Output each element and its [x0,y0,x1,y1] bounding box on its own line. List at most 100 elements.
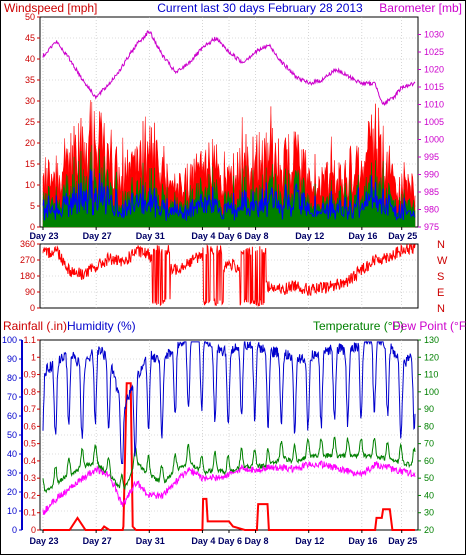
wind-day-label: Day 16 [348,231,377,241]
temperature-y-axis: 20 30 40 50 60 70 80 90 100 110 120 130 [418,335,439,535]
windspeed-tick-label: 0 [30,222,35,232]
direction-line [42,243,416,308]
windspeed-tick-label: 30 [25,96,35,106]
humidity-tick-label: 0 [12,525,17,535]
windspeed-tick-label: 20 [25,138,35,148]
lower-day-label: Day 4 [191,536,215,546]
temperature-tick-label: 20 [424,525,434,535]
barometer-tick-label: 1000 [424,135,444,145]
humidity-tick-label: 20 [7,487,17,497]
lower-day-label: Day 16 [348,536,377,546]
temperature-tick-label: 90 [424,404,434,414]
rainfall-tick-label: 0.6 [23,421,36,431]
lower-day-label: Day 6 [218,536,242,546]
windspeed-tick-label: 50 [25,12,35,22]
barometer-tick-label: 1005 [424,117,444,127]
windspeed-tick-label: 35 [25,75,35,85]
temperature-tick-label: 120 [424,352,439,362]
humidity-y-axis: 0 10 20 30 40 50 60 70 80 90 100 [2,335,22,535]
barometer-tick-label: 975 [424,222,439,232]
rainfall-axis-label: Rainfall (.in) [3,319,67,333]
compass-label: S [437,271,444,283]
wind-series [42,30,416,228]
rainfall-tick-label: 1.1 [23,335,36,345]
barometer-tick-label: 995 [424,152,439,162]
temperature-tick-label: 30 [424,508,434,518]
humidity-tick-label: 30 [7,468,17,478]
temperature-line [42,436,416,494]
rainfall-tick-label: 0.4 [23,456,36,466]
barometer-line [42,30,416,106]
humidity-line [42,340,416,464]
wind-avg-line [42,169,416,221]
humidity-tick-label: 10 [7,506,17,516]
direction-tick-label: 360 [20,239,35,249]
temperature-tick-label: 110 [424,370,438,380]
windspeed-tick-label: 15 [25,159,35,169]
temperature-tick-label: 130 [424,335,439,345]
windspeed-tick-label: 5 [30,201,35,211]
barometer-axis-label: Barometer [mb] [379,1,462,15]
lower-day-label: Day 12 [295,536,324,546]
barometer-tick-label: 990 [424,170,439,180]
rainfall-tick-label: 0.2 [23,490,36,500]
rainfall-tick-label: 0.7 [23,404,36,414]
lower-series [42,340,416,531]
humidity-tick-label: 60 [7,411,17,421]
barometer-tick-label: 1025 [424,47,444,57]
barometer-tick-label: 1010 [424,100,444,110]
wind-day-label: Day 6 [218,231,242,241]
direction-tick-label: 0 [30,303,35,313]
wind-day-label: Day 23 [29,231,58,241]
lower-day-label: Day 25 [388,536,417,546]
windspeed-tick-label: 25 [25,117,35,127]
humidity-axis-label: Humidity (%) [67,319,136,333]
humidity-tick-label: 80 [7,373,17,383]
windspeed-y-axis: 0 5 10 15 20 25 30 35 40 45 50 [25,12,40,232]
barometer-tick-label: 985 [424,187,439,197]
windspeed-tick-label: 40 [25,54,35,64]
wind-day-label: Day 8 [245,231,269,241]
rainfall-tick-label: 0.1 [23,508,36,518]
rainfall-tick-label: 0.9 [23,370,36,380]
lower-day-label: Day 27 [83,536,112,546]
temperature-tick-label: 70 [424,439,434,449]
rainfall-tick-label: 0 [31,525,36,535]
compass-label: N [437,239,445,251]
temperature-tick-label: 50 [424,473,434,483]
rainfall-tick-label: 0.3 [23,473,36,483]
temperature-tick-label: 80 [424,421,434,431]
rainfall-tick-label: 0.5 [23,439,36,449]
barometer-tick-label: 1030 [424,30,444,40]
compass-label: W [437,255,448,267]
temperature-tick-label: 40 [424,490,434,500]
rainfall-line [43,382,415,531]
wind-x-axis: Day 23 Day 27 Day 31 Day 4 Day 6 Day 8 Day 12 D… [29,227,417,241]
compass-label: E [437,287,444,299]
lower-day-label: Day 31 [136,536,165,546]
rainfall-y-axis: 0 0.1 0.2 0.3 0.4 0.5 0.6 0.7 0.8 0.9 1 1.1 [23,335,40,535]
humidity-tick-label: 40 [7,449,17,459]
humidity-tick-label: 70 [7,392,17,402]
wind-day-label: Day 31 [136,231,165,241]
dewpoint-axis-label: Dew Point (°F) [392,319,466,333]
rainfall-tick-label: 0.8 [23,387,36,397]
lower-x-axis: Day 23 Day 27 Day 31 Day 4 Day 6 Day 8 Day 12 D… [29,530,417,546]
direction-tick-label: 90 [25,287,35,297]
wind-day-label: Day 27 [83,231,112,241]
humidity-tick-label: 90 [7,354,17,364]
barometer-tick-label: 1015 [424,82,444,92]
lower-day-label: Day 23 [29,536,58,546]
humidity-tick-label: 50 [7,430,17,440]
direction-y-axis: 0 90 180 270 360 [20,239,40,313]
rainfall-tick-label: 1 [31,352,36,362]
compass-label: N [437,303,445,315]
barometer-y-axis: 975 980 985 990 995 1000 1005 1010 1015 1020 1025 1… [418,30,444,232]
wind-day-label: Day 4 [191,231,215,241]
direction-series [42,243,416,308]
windspeed-tick-label: 10 [25,180,35,190]
